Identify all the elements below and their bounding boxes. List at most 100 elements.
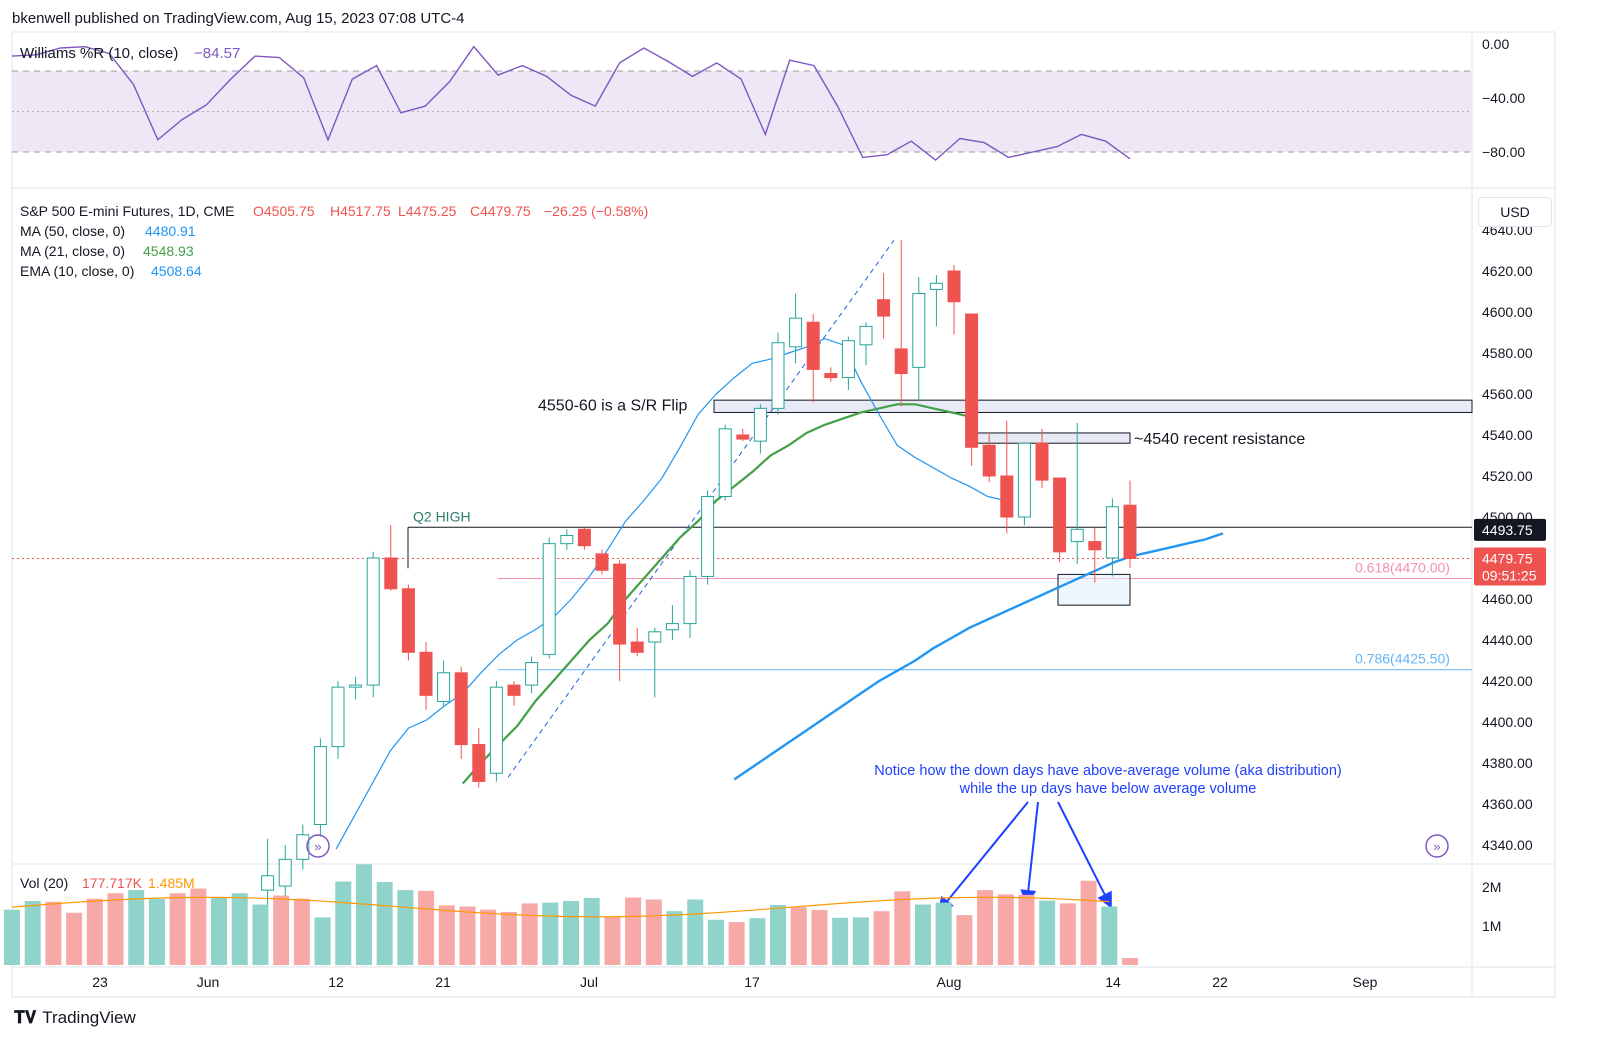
volume-bar [1080, 880, 1097, 965]
candle-body [1000, 475, 1014, 518]
candle-body [683, 575, 697, 625]
candle-body [929, 282, 943, 290]
ma21-value: 4548.93 [143, 243, 194, 259]
candle-body [877, 299, 891, 317]
volume-bar [707, 919, 724, 965]
replay-icon-glyph: » [314, 839, 321, 854]
ma21-label: MA (21, close, 0) [20, 243, 125, 259]
williams-tick-label: 0.00 [1482, 36, 1509, 52]
volume-bar [107, 893, 124, 965]
fib-786-label: 0.786(4425.50) [1355, 651, 1450, 667]
candle-body [1088, 541, 1102, 551]
price-tick-label: 4620.00 [1482, 263, 1533, 279]
candle-body [401, 588, 415, 653]
volume-bar [355, 864, 372, 965]
volume-bar [480, 909, 497, 965]
tradingview-brand[interactable]: 𝐓𝐕 TradingView [14, 1008, 136, 1028]
candle-body [912, 293, 926, 368]
price-tag-red-text: 4479.75 [1482, 551, 1533, 567]
williams-tick-label: −40.00 [1482, 90, 1525, 106]
volume-bar [935, 902, 952, 965]
volume-ma-value: 1.485M [148, 875, 195, 891]
volume-label: Vol (20) [20, 875, 68, 891]
ohlc-change: −26.25 (−0.58%) [544, 203, 648, 219]
candle-body [1035, 442, 1049, 481]
volume-note-line1: Notice how the down days have above-aver… [874, 763, 1341, 779]
ma50-label: MA (50, close, 0) [20, 223, 125, 239]
recent-resistance-label: ~4540 recent resistance [1134, 431, 1305, 448]
ohlc-high: H4517.75 [330, 203, 391, 219]
volume-bar [666, 911, 683, 965]
candle-body [1105, 506, 1119, 559]
candle-body [560, 534, 574, 545]
sr-flip-zone [713, 399, 1473, 413]
candle-body [665, 623, 679, 631]
volume-bar [749, 918, 766, 965]
volume-bar [563, 901, 579, 965]
candle-body [349, 684, 363, 688]
candle-body [894, 348, 908, 374]
volume-bar [500, 911, 517, 965]
volume-bar [1101, 906, 1118, 965]
candle-body [278, 858, 292, 887]
volume-bar [66, 912, 83, 965]
currency-button[interactable]: USD [1478, 197, 1552, 227]
price-tag-black [1474, 518, 1546, 541]
volume-bar [86, 898, 103, 965]
ohlc-open: O4505.75 [253, 203, 315, 219]
volume-bar [521, 903, 538, 965]
candle-body [489, 686, 503, 774]
price-tick-label: 4380.00 [1482, 755, 1533, 771]
candle-body [736, 434, 750, 440]
candle-body [437, 672, 451, 702]
support-box [1057, 573, 1131, 606]
replay-icon [306, 834, 330, 858]
tradingview-logo-icon: 𝐓𝐕 [14, 1008, 37, 1027]
candle-body [718, 428, 732, 498]
volume-bar [770, 904, 787, 965]
volume-bar [293, 898, 310, 965]
volume-bar [335, 881, 352, 965]
recent-resistance-zone [967, 432, 1131, 444]
replay-icon-glyph: » [1433, 839, 1440, 854]
ohlc-low: L4475.25 [398, 203, 457, 219]
volume-bar [24, 901, 41, 965]
volume-bar [1122, 957, 1138, 965]
volume-bar [873, 911, 890, 965]
price-tick-label: 4540.00 [1482, 427, 1533, 443]
price-tick-label: 4420.00 [1482, 673, 1533, 689]
x-axis-label: 23 [92, 974, 108, 990]
volume-bar [687, 899, 704, 965]
dashed-trendline [507, 239, 895, 778]
volume-note-line2: while the up days have below average vol… [959, 781, 1257, 797]
candle-body [982, 444, 996, 477]
x-axis-label: 17 [744, 974, 760, 990]
q2-high-label: Q2 HIGH [413, 508, 471, 524]
price-tick-label: 4600.00 [1482, 304, 1533, 320]
price-tag-red [1474, 547, 1546, 586]
volume-bar [604, 917, 621, 965]
williams-tick-label: −80.00 [1482, 144, 1525, 160]
volume-tick-label: 1M [1482, 918, 1501, 934]
volume-bar [542, 902, 559, 965]
candle-body [525, 662, 539, 686]
candle-body [947, 270, 961, 303]
brand-label: TradingView [42, 1008, 136, 1027]
price-tick-label: 4580.00 [1482, 345, 1533, 361]
volume-bar [1018, 894, 1035, 965]
volume-bar [459, 906, 476, 965]
volume-bar [894, 891, 911, 965]
williams-label: Williams %R (10, close) [20, 45, 178, 62]
volume-bar [128, 890, 145, 965]
candle-body [1017, 442, 1031, 518]
candle-body [789, 317, 803, 348]
volume-tick-label: 2M [1482, 879, 1501, 895]
candle-body [701, 496, 715, 577]
volume-bar [1039, 900, 1056, 965]
replay-icon [1425, 834, 1449, 858]
williams-r-line [11, 45, 1131, 162]
candle-body [313, 746, 327, 825]
candle-body [965, 313, 979, 448]
x-axis-label: 12 [328, 974, 344, 990]
